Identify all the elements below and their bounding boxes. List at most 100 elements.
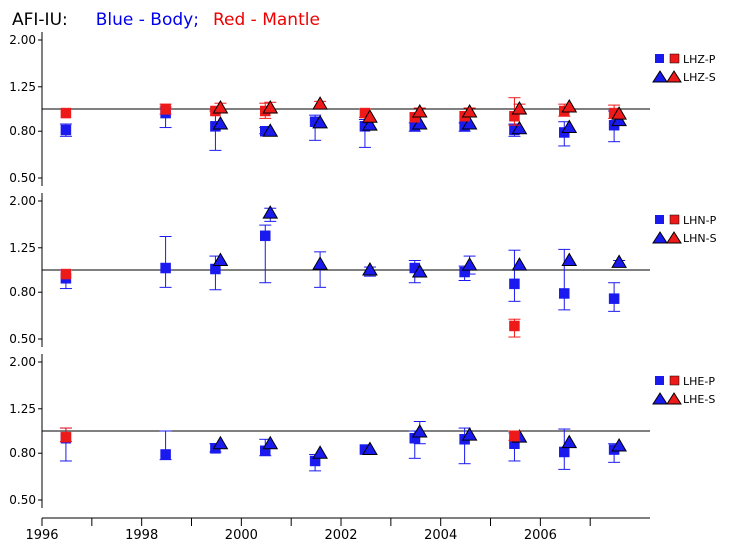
- station-label: AFI-IU:: [12, 10, 68, 30]
- data-point-triangle: [461, 427, 478, 441]
- y-tick-label: 1.25: [9, 80, 36, 94]
- x-tick-label: 2004: [424, 528, 457, 543]
- legend-triangle-mantle: [666, 70, 682, 83]
- legend-triangle-body: [652, 70, 668, 83]
- legend-swatch-mantle: [669, 214, 680, 225]
- data-point-triangle: [561, 99, 578, 113]
- series-lhe-p-mantle: [59, 427, 521, 443]
- data-point-triangle: [362, 117, 378, 131]
- legend-swatch-body: [655, 54, 664, 63]
- legend-label: LHZ-P: [683, 53, 716, 66]
- data-point-square: [509, 320, 520, 332]
- data-point-triangle: [561, 119, 578, 134]
- panel-lhe: 2.00 1.25 0.80 0.50 LHE-P LHE-S: [9, 354, 715, 508]
- chart-title: AFI-IU: Blue - Body; Red - Mantle: [12, 10, 320, 30]
- series-lhn-p-mantle: [60, 268, 521, 338]
- data-point-square: [60, 431, 72, 443]
- mantle-legend-title: Red - Mantle: [213, 10, 320, 30]
- data-point-triangle: [561, 252, 578, 267]
- x-tick-label: 1998: [125, 528, 158, 543]
- x-tick-label: 2006: [524, 528, 557, 543]
- legend-label: LHZ-S: [683, 71, 716, 84]
- data-point-triangle: [262, 123, 279, 137]
- legend-swatch-mantle: [669, 375, 680, 386]
- data-point-square: [60, 124, 72, 136]
- data-point-triangle: [362, 262, 378, 276]
- panel-lhn: 2.00 1.25 0.80 0.50 LHN-P LHN-S: [9, 193, 717, 347]
- data-point-triangle: [611, 438, 627, 452]
- data-point-square: [608, 293, 620, 304]
- data-point-triangle: [262, 100, 279, 114]
- legend-label: LHE-S: [683, 393, 715, 406]
- x-tick-label: 2002: [324, 528, 357, 543]
- data-point-triangle: [411, 264, 428, 278]
- data-point-triangle: [411, 424, 428, 438]
- y-tick-label: 2.00: [9, 194, 36, 208]
- panel-lhz: 2.00 1.25 0.80 0.50 LHZ-P LHZ-S: [9, 32, 716, 186]
- data-point-triangle: [411, 116, 428, 130]
- data-point-square: [160, 449, 171, 460]
- y-tick-label: 1.25: [9, 241, 36, 255]
- series-lhz-p-mantle: [60, 97, 621, 126]
- data-point-triangle: [561, 434, 578, 449]
- legend-triangle-mantle: [666, 392, 682, 405]
- legend-swatch-body: [655, 376, 664, 385]
- legend-triangle-body: [652, 392, 668, 405]
- data-point-triangle: [362, 109, 378, 123]
- legend-lhz: LHZ-P LHZ-S: [652, 53, 716, 84]
- data-point-triangle: [312, 96, 328, 110]
- x-tick-label: 1996: [25, 528, 58, 543]
- body-legend-title: Blue - Body;: [96, 10, 199, 30]
- series-lhn-p-body: [59, 224, 621, 312]
- series-lhn-s-body: [212, 205, 627, 288]
- legend-lhn: LHN-P LHN-S: [652, 214, 717, 245]
- data-point-triangle: [511, 120, 528, 135]
- data-point-triangle: [312, 445, 328, 459]
- data-point-square: [559, 288, 570, 299]
- y-tick-label: 0.50: [9, 171, 36, 185]
- data-point-triangle: [611, 254, 627, 268]
- legend-triangle-body: [652, 231, 668, 244]
- y-tick-label: 0.50: [9, 493, 36, 507]
- data-point-square: [60, 268, 72, 280]
- data-point-triangle: [312, 114, 328, 129]
- data-point-square: [509, 430, 520, 442]
- series-lhe-s-body: [212, 421, 627, 459]
- legend-label: LHE-P: [683, 375, 715, 388]
- legend-triangle-mantle: [666, 231, 682, 244]
- data-point-triangle: [461, 116, 478, 130]
- legend-swatch-mantle: [669, 53, 680, 64]
- data-point-triangle: [262, 435, 279, 450]
- data-point-triangle: [511, 257, 528, 271]
- data-point-triangle: [312, 256, 328, 270]
- y-tick-label: 0.80: [9, 446, 36, 460]
- legend-label: LHN-P: [683, 214, 717, 227]
- y-tick-label: 2.00: [9, 33, 36, 47]
- data-point-triangle: [461, 104, 478, 118]
- y-tick-label: 0.80: [9, 124, 36, 138]
- data-point-square: [160, 103, 171, 115]
- legend-label: LHN-S: [683, 232, 717, 245]
- data-point-triangle: [262, 205, 279, 219]
- data-point-square: [160, 262, 171, 274]
- data-point-triangle: [511, 101, 528, 115]
- data-point-triangle: [212, 100, 229, 114]
- data-point-triangle: [461, 257, 478, 271]
- data-point-square: [260, 230, 271, 242]
- x-tick-label: 2000: [225, 528, 258, 543]
- series-lhz-s-body: [212, 112, 627, 137]
- data-point-triangle: [611, 106, 627, 120]
- legend-swatch-body: [655, 215, 664, 224]
- y-tick-label: 1.25: [9, 402, 36, 416]
- y-tick-label: 0.80: [9, 285, 36, 299]
- data-point-triangle: [212, 435, 229, 450]
- panels: 2.00 1.25 0.80 0.50 LHZ-P LHZ-S 2.00 1.25 0.80 0.…: [9, 32, 717, 508]
- data-point-triangle: [362, 441, 378, 456]
- data-point-square: [559, 446, 570, 458]
- series-lhz-s-mantle: [212, 96, 627, 123]
- y-tick-label: 2.00: [9, 355, 36, 369]
- x-axis: 1996 1998 2000 2002 2004 2006: [25, 517, 650, 543]
- series-lhe-p-body: [59, 427, 621, 472]
- data-point-triangle: [212, 252, 229, 267]
